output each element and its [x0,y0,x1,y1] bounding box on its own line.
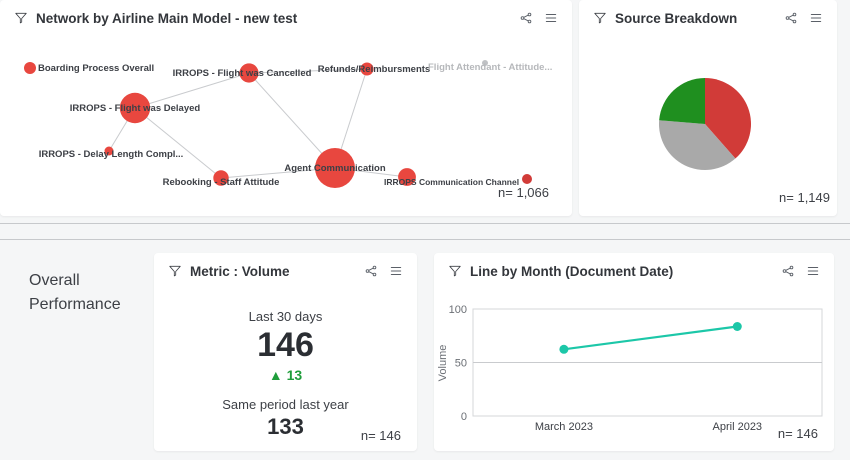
svg-text:Boarding Process Overall: Boarding Process Overall [38,63,154,74]
svg-text:100: 100 [449,304,467,316]
svg-text:IRROPS - Delay Length Compl...: IRROPS - Delay Length Compl... [39,149,184,160]
svg-text:Volume: Volume [437,345,449,382]
svg-text:IRROPS - Flight was Delayed: IRROPS - Flight was Delayed [70,103,201,114]
svg-text:0: 0 [461,411,467,423]
svg-text:April 2023: April 2023 [713,421,763,433]
svg-text:Refunds/Reimbursments: Refunds/Reimbursments [318,64,430,75]
svg-text:50: 50 [455,358,467,370]
svg-text:Flight Attendant - Attitude...: Flight Attendant - Attitude... [428,62,552,73]
svg-text:IRROPS - Flight was Cancelled: IRROPS - Flight was Cancelled [173,68,312,79]
svg-text:March 2023: March 2023 [535,421,593,433]
